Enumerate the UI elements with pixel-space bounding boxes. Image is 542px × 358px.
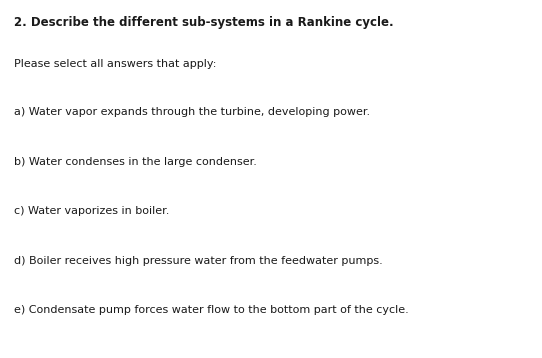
- Text: e) Condensate pump forces water flow to the bottom part of the cycle.: e) Condensate pump forces water flow to …: [14, 305, 408, 315]
- Text: Please select all answers that apply:: Please select all answers that apply:: [14, 59, 216, 69]
- Text: a) Water vapor expands through the turbine, developing power.: a) Water vapor expands through the turbi…: [14, 107, 370, 117]
- Text: 2. Describe the different sub-systems in a Rankine cycle.: 2. Describe the different sub-systems in…: [14, 16, 393, 29]
- Text: c) Water vaporizes in boiler.: c) Water vaporizes in boiler.: [14, 206, 169, 216]
- Text: d) Boiler receives high pressure water from the feedwater pumps.: d) Boiler receives high pressure water f…: [14, 256, 382, 266]
- Text: b) Water condenses in the large condenser.: b) Water condenses in the large condense…: [14, 157, 256, 167]
